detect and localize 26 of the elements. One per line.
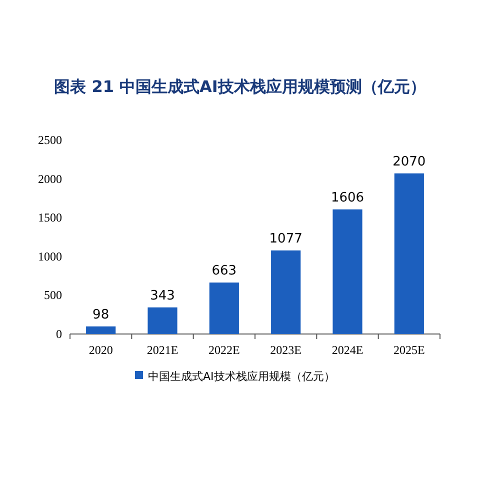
x-tick-label: 2020 bbox=[88, 343, 113, 357]
x-tick-label: 2025E bbox=[393, 343, 425, 357]
bar bbox=[271, 250, 301, 334]
x-tick-label: 2022E bbox=[208, 343, 240, 357]
bar bbox=[148, 307, 178, 334]
x-tick-label: 2021E bbox=[146, 343, 178, 357]
chart-title: 图表 21 中国生成式AI技术栈应用规模预测（亿元） bbox=[54, 77, 426, 96]
data-label: 1077 bbox=[269, 231, 302, 246]
bar bbox=[394, 173, 424, 334]
y-tick-label: 1000 bbox=[38, 249, 62, 264]
data-label: 663 bbox=[212, 264, 237, 279]
data-label: 2070 bbox=[392, 154, 426, 170]
x-tick-label: 2023E bbox=[270, 343, 302, 357]
y-tick-label: 2500 bbox=[38, 133, 62, 147]
x-tick-label: 2024E bbox=[332, 343, 364, 357]
bar bbox=[332, 209, 362, 334]
y-tick-label: 1500 bbox=[38, 210, 62, 225]
data-label: 1606 bbox=[330, 190, 364, 206]
bar bbox=[209, 282, 239, 334]
data-label: 343 bbox=[150, 288, 175, 304]
y-tick-label: 2000 bbox=[38, 172, 62, 186]
data-label: 98 bbox=[92, 307, 110, 322]
legend-label: 中国生成式AI技术栈应用规模（亿元） bbox=[148, 370, 335, 383]
bar bbox=[86, 326, 116, 334]
y-tick-label: 0 bbox=[56, 327, 62, 341]
y-tick-label: 500 bbox=[44, 288, 62, 302]
